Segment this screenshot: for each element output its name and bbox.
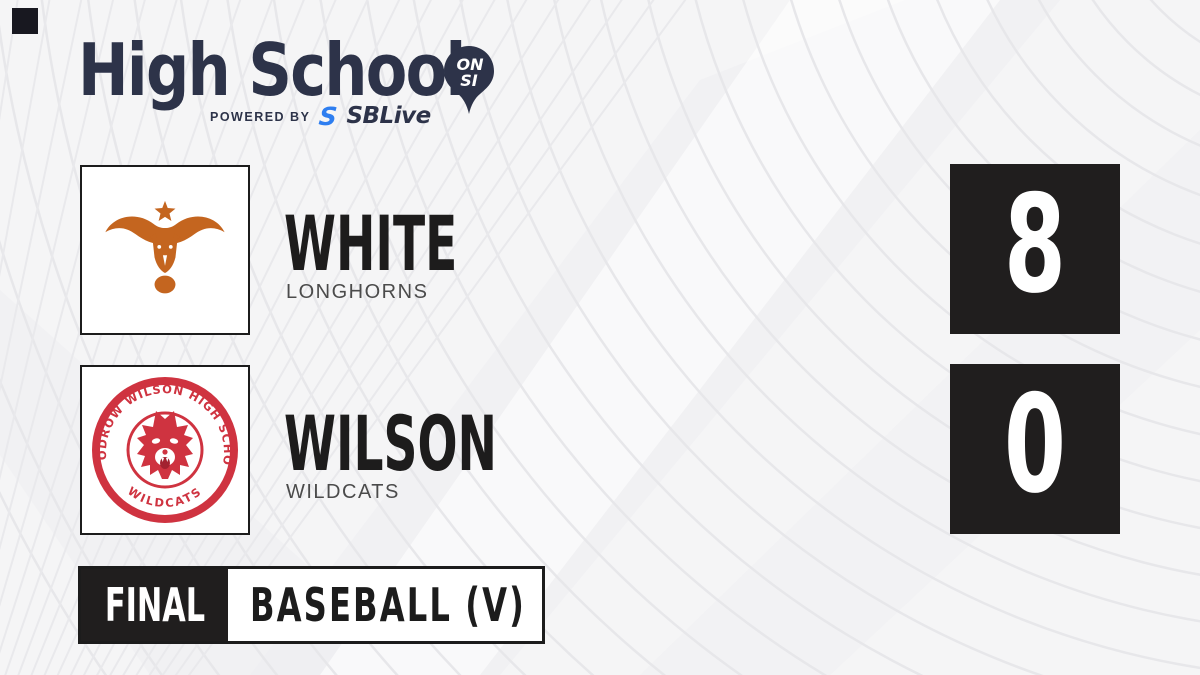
sblive-logo-icon: S xyxy=(317,102,339,131)
wildcat-crest-icon: WOODROW WILSON HIGH SCHOOL WILDCATS xyxy=(90,375,238,523)
pin-text-on: ON xyxy=(457,55,485,74)
page-title: High School xyxy=(78,28,466,112)
powered-by-label: POWERED BY xyxy=(210,109,311,124)
team1-name: WHITE xyxy=(284,199,458,288)
team2-score-box: 0 xyxy=(950,364,1120,534)
corner-mark xyxy=(12,8,38,34)
team1-mascot: LONGHORNS xyxy=(286,281,429,303)
powered-by-row: POWERED BY S SBLive xyxy=(210,102,431,131)
background-wedge xyxy=(320,0,1000,675)
sblive-wordmark: SBLive xyxy=(346,103,431,129)
event-label: BASEBALL (V) xyxy=(250,578,526,632)
team2-score: 0 xyxy=(1004,365,1066,523)
team1-score: 8 xyxy=(1004,165,1066,323)
event-section: BASEBALL (V) xyxy=(228,569,644,641)
on-si-pin-icon: ON SI xyxy=(444,46,494,114)
longhorn-steer-icon xyxy=(105,200,225,294)
status-label: FINAL xyxy=(104,578,205,632)
game-status-badge: FINAL BASEBALL (V) xyxy=(78,566,545,644)
team2-name: WILSON xyxy=(284,399,497,488)
team1-score-box: 8 xyxy=(950,164,1120,334)
team2-mascot: WILDCATS xyxy=(286,481,400,503)
status-section: FINAL xyxy=(81,569,228,641)
team2-logo-box: WOODROW WILSON HIGH SCHOOL WILDCATS xyxy=(80,365,250,535)
team1-logo-box xyxy=(80,165,250,335)
pin-text-si: SI xyxy=(460,71,478,90)
